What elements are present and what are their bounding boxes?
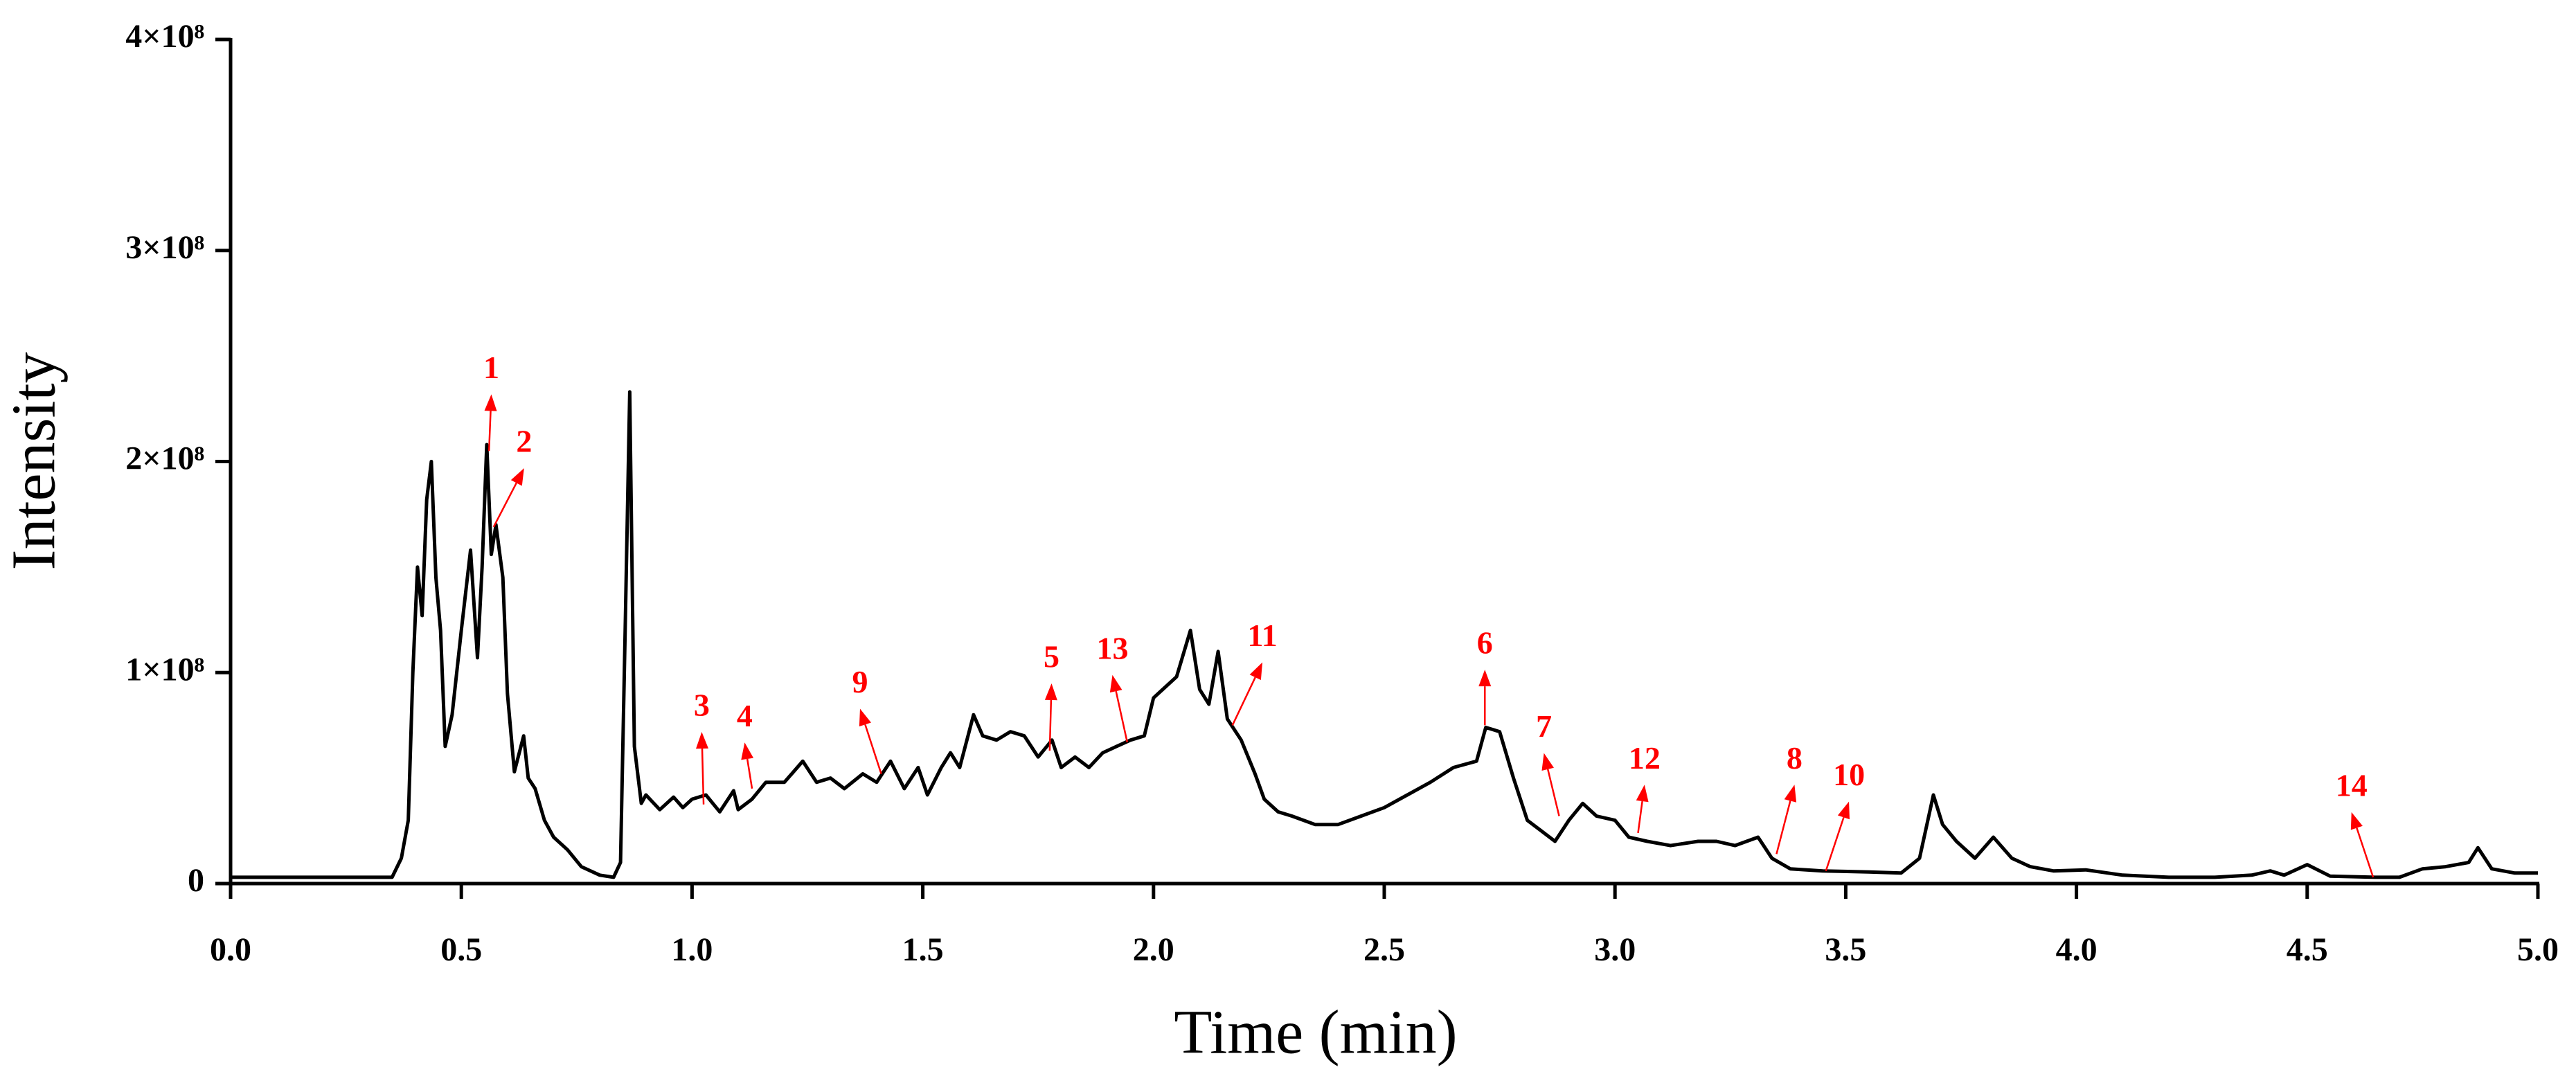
annotation-label: 6 [1477,625,1493,661]
annotation-label: 13 [1096,630,1128,665]
annotation-label: 7 [1536,708,1552,744]
annotation-arrowhead [1478,670,1492,687]
annotation-label: 14 [2336,767,2368,803]
annotation-arrowhead [510,468,524,486]
x-tick-label: 2.0 [1133,931,1174,968]
annotation-arrow [864,724,882,774]
annotation-arrowhead [859,708,871,727]
x-tick-label: 1.0 [671,931,713,968]
x-tick-label: 4.0 [2056,931,2098,968]
annotation-label: 2 [516,424,532,459]
annotation-arrowhead [1784,785,1797,803]
chromatogram-line [231,390,2538,879]
x-tick-label: 5.0 [2517,931,2559,968]
annotation-label: 9 [852,664,868,699]
y-tick-label: 1×10⁸ [125,651,204,688]
annotation-arrowhead [1541,753,1554,771]
x-tick-label: 4.5 [2287,931,2328,968]
annotation-arrowhead [2350,812,2363,830]
x-tick-label: 0.5 [440,931,482,968]
y-tick-label: 4×10⁸ [125,18,204,55]
annotation-arrow [746,758,753,789]
x-tick-label: 3.0 [1594,931,1636,968]
y-tick-label: 0 [188,862,204,899]
y-axis-title: Intensity [0,352,69,571]
annotation-label: 4 [737,698,753,733]
annotation-label: 10 [1833,757,1865,792]
annotation-arrow [1776,800,1791,854]
annotation-arrow [1048,699,1053,751]
annotation-label: 8 [1787,740,1803,776]
annotation-arrowhead [484,394,497,411]
annotation-arrowhead [696,732,709,749]
annotation-arrowhead [1636,785,1649,803]
x-tick-label: 3.5 [1825,931,1866,968]
annotation-arrow [1115,690,1129,743]
annotation-label: 1 [483,350,499,385]
annotation-arrowhead [1249,662,1263,681]
x-tick-label: 0.0 [210,931,251,968]
annotation-label: 3 [694,688,710,723]
annotation-arrow [1637,800,1643,834]
annotation-arrow [2356,827,2374,878]
annotation-arrow [488,411,492,451]
annotation-arrowhead [741,742,754,760]
annotation-arrow [701,749,705,805]
annotation-arrowhead [1109,674,1122,693]
x-tick-label: 2.5 [1363,931,1405,968]
annotation-label: 11 [1247,618,1277,653]
annotation-label: 12 [1629,740,1661,776]
x-axis-title: Time (min) [1174,999,1457,1067]
annotation-arrow [1547,769,1560,816]
annotation-arrow [492,482,517,528]
y-tick-label: 3×10⁸ [125,229,204,266]
annotation-label: 5 [1044,639,1059,674]
annotation-arrow [1231,677,1256,726]
annotation-arrow [1825,817,1845,872]
annotation-arrowhead [1837,801,1850,820]
x-tick-label: 1.5 [902,931,944,968]
y-tick-label: 2×10⁸ [125,440,204,477]
annotation-arrowhead [1044,683,1057,701]
